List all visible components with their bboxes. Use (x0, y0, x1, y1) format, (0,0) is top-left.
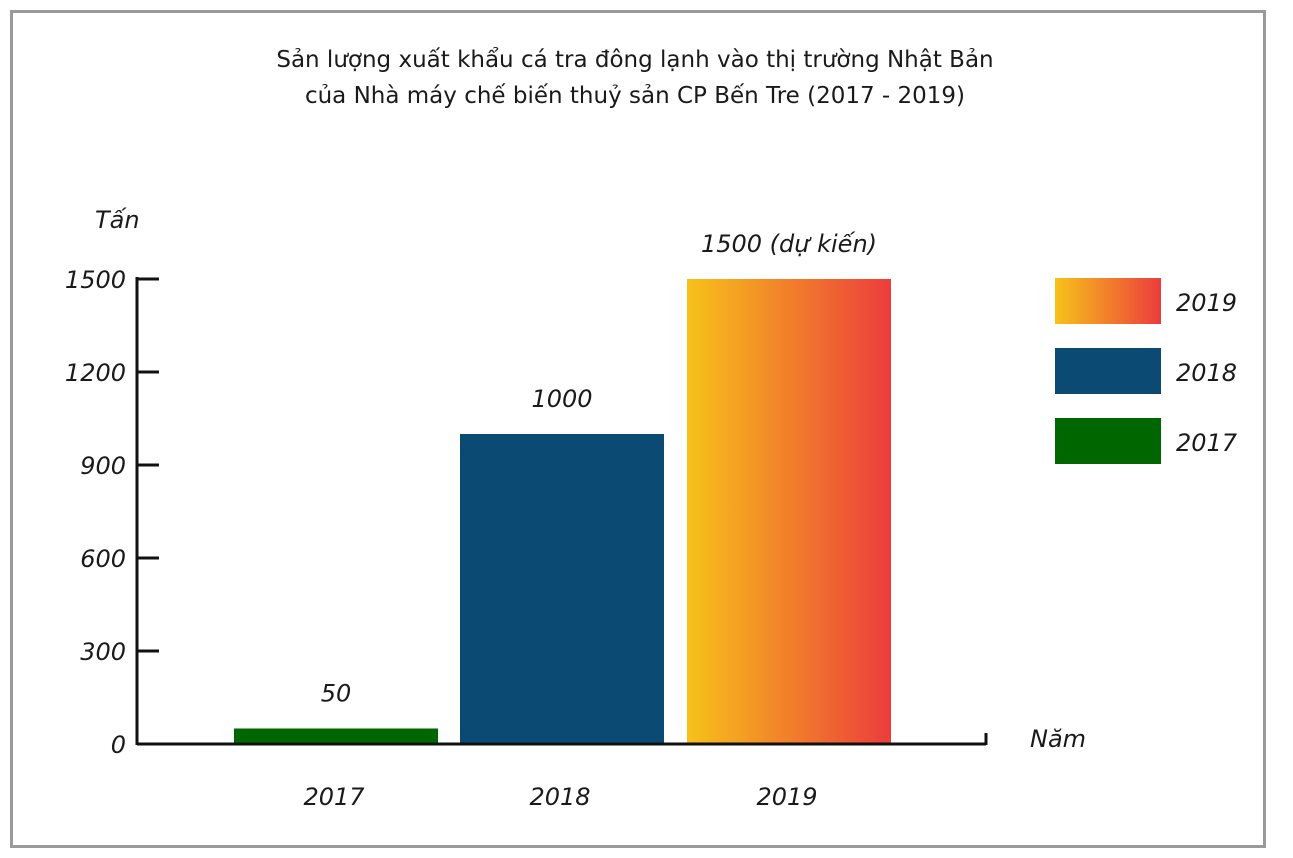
chart-title-line-2: của Nhà máy chế biến thuỷ sản CP Bến Tre… (304, 83, 966, 109)
y-tick-label-0: 0 (111, 731, 126, 759)
axes-group: 2017 2018 2019 0 300 600 900 1200 1500 Tấn Năm (65, 206, 1086, 811)
x-tick-label-2018: 2018 (529, 783, 590, 811)
legend-swatch-2018 (1055, 348, 1161, 394)
legend-label-2017: 2017 (1176, 429, 1238, 457)
x-tick-label-2019: 2019 (756, 783, 817, 811)
legend-label-2018: 2018 (1176, 359, 1237, 387)
data-label-2017: 50 (321, 680, 352, 708)
y-tick-label-1200: 1200 (65, 359, 126, 387)
y-tick-label-600: 600 (80, 545, 126, 573)
y-tick-label-300: 300 (80, 638, 126, 666)
x-axis-title: Năm (1030, 725, 1086, 753)
bar-2017 (234, 728, 438, 744)
bar-2019 (687, 279, 891, 744)
bar-2018 (460, 434, 664, 744)
y-axis-title: Tấn (95, 206, 140, 234)
y-tick-label-900: 900 (80, 452, 126, 480)
chart-title: Sản lượng xuất khẩu cá tra đông lạnh vào… (0, 42, 1270, 114)
legend-label-2019: 2019 (1176, 289, 1237, 317)
chart-title-line-1: Sản lượng xuất khẩu cá tra đông lạnh vào… (276, 47, 994, 73)
legend-swatch-2019 (1055, 278, 1161, 324)
data-label-2019: 1500 (dự kiến) (701, 230, 877, 258)
x-tick-label-2017: 2017 (303, 783, 365, 811)
legend-swatch-2017 (1055, 418, 1161, 464)
data-label-2018: 1000 (531, 385, 592, 413)
bars-group: 50 1000 1500 (dự kiến) (234, 230, 891, 744)
legend-group: 2019 2018 2017 (1055, 278, 1238, 464)
y-tick-label-1500: 1500 (65, 266, 126, 294)
